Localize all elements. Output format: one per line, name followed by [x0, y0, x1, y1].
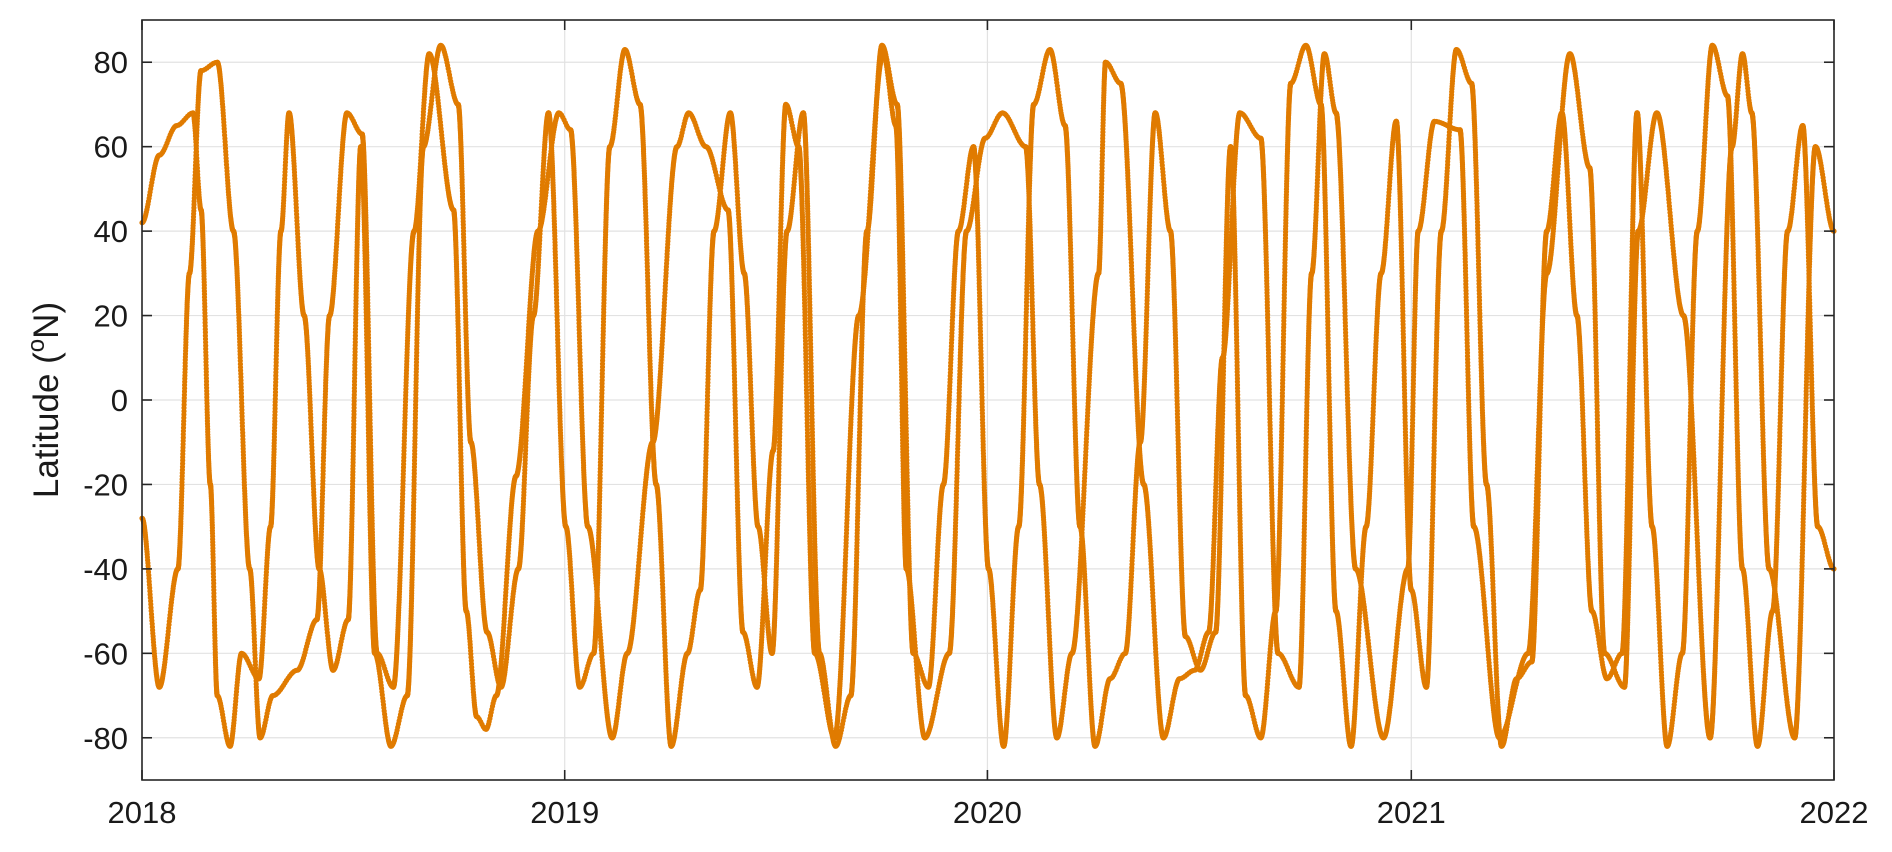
- data-points: [139, 42, 1837, 749]
